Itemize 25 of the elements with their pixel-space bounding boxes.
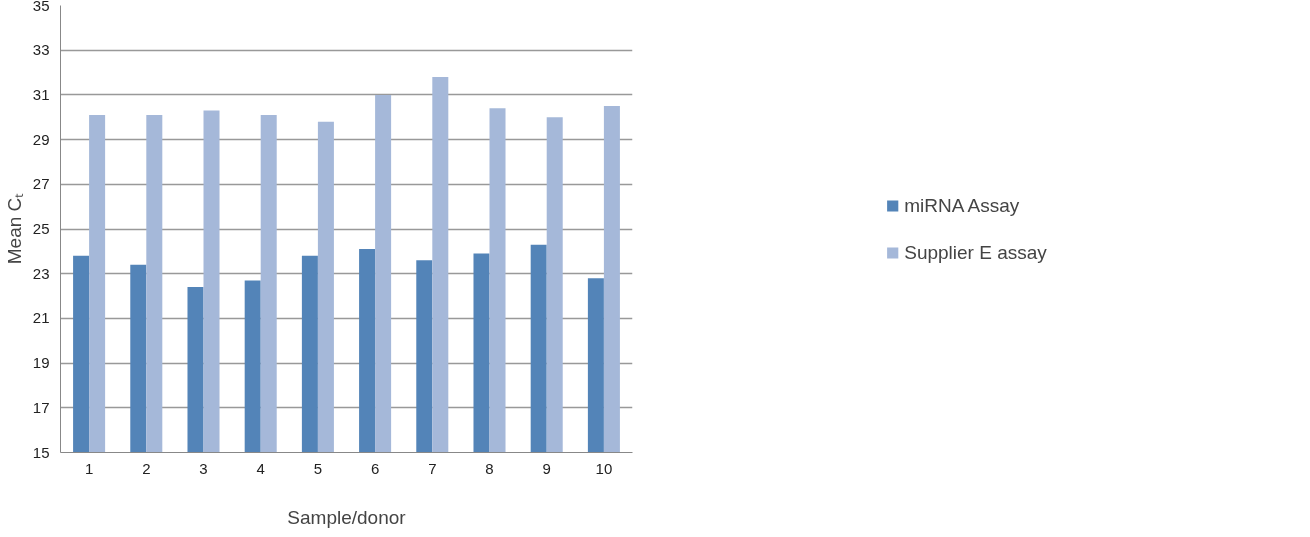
y-tick-label: 29	[32, 130, 50, 148]
x-tick-label: 2	[142, 459, 151, 477]
y-tick-label: 25	[32, 220, 50, 237]
y-tick-label: 27	[32, 175, 50, 193]
x-tick-label: 5	[313, 459, 323, 477]
legend-label: Supplier E assay	[904, 241, 1047, 263]
x-tick-label: 3	[199, 459, 208, 477]
x-tick-label: 6	[370, 459, 380, 477]
x-tick-label: 1	[84, 459, 94, 477]
y-tick-label: 19	[32, 354, 50, 372]
x-axis-title: Sample/donor	[287, 506, 407, 528]
x-tick-label: 9	[542, 459, 551, 477]
x-tick-label: 7	[428, 459, 437, 477]
y-tick-label: 35	[32, 0, 50, 14]
legend-label: miRNA Assay	[904, 194, 1020, 216]
x-tick-label: 10	[595, 459, 613, 477]
y-tick-label: 21	[32, 309, 50, 327]
y-tick-label: 31	[32, 85, 50, 103]
y-tick-label: 33	[32, 41, 50, 59]
y-tick-label: 17	[32, 398, 50, 416]
x-tick-label: 4	[256, 459, 265, 477]
x-tick-label: 8	[485, 459, 494, 477]
y-axis-title: Mean Cₜ	[3, 192, 25, 265]
y-tick-label: 15	[32, 443, 50, 461]
y-tick-label: 23	[32, 264, 50, 282]
